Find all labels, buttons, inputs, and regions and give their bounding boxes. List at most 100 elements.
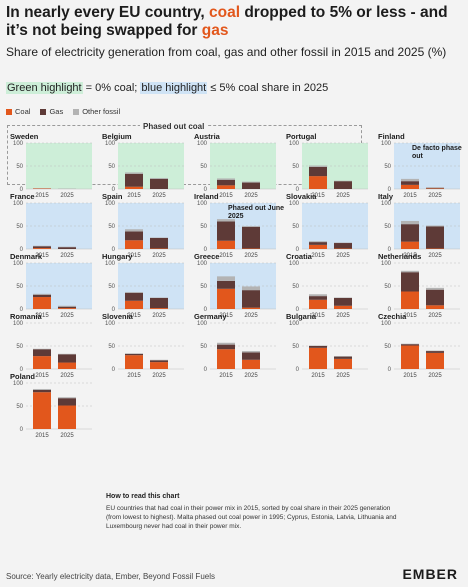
- bar-austria-2015-other: [217, 178, 235, 180]
- panel-title-slovenia: Slovenia: [102, 312, 134, 321]
- y-tick-denmark-0: 0: [20, 307, 24, 313]
- x-tick-bulgaria-2015: 2015: [311, 373, 325, 379]
- y-tick-poland-50: 50: [16, 404, 23, 410]
- x-tick-spain-2015: 2015: [127, 253, 141, 259]
- y-tick-germany-100: 100: [197, 321, 208, 327]
- x-tick-austria-2025: 2025: [244, 193, 258, 199]
- y-tick-greece-0: 0: [204, 307, 208, 313]
- bar-spain-2015-other: [125, 229, 143, 232]
- x-tick-romania-2015: 2015: [35, 373, 49, 379]
- y-tick-bulgaria-50: 50: [292, 344, 299, 350]
- bar-belgium-2015-gas: [125, 173, 143, 187]
- blue-highlight-label: blue highlight: [140, 82, 208, 94]
- bar-slovenia-2025-coal: [150, 362, 168, 369]
- chart-subtitle: Share of electricity generation from coa…: [6, 45, 447, 59]
- panel-title-finland: Finland: [378, 132, 405, 141]
- y-tick-slovakia-0: 0: [296, 247, 300, 253]
- bar-austria-2025-other: [242, 181, 260, 183]
- bar-poland-2015-coal: [33, 392, 51, 429]
- x-tick-netherlands-2015: 2015: [403, 313, 417, 319]
- y-tick-denmark-50: 50: [16, 284, 23, 290]
- y-tick-hungary-0: 0: [112, 307, 116, 313]
- y-tick-sweden-50: 50: [16, 164, 23, 170]
- bar-spain-2015-coal: [125, 240, 143, 249]
- x-tick-slovakia-2015: 2015: [311, 253, 325, 259]
- bar-poland-2025-gas: [58, 398, 76, 406]
- bar-slovakia-2025-gas: [334, 243, 352, 249]
- phased-out-label: Phased out coal: [140, 122, 208, 131]
- bar-croatia-2025-coal: [334, 305, 352, 309]
- y-tick-sweden-0: 0: [20, 187, 24, 193]
- bar-netherlands-2015-gas: [401, 272, 419, 292]
- bar-romania-2025-gas: [58, 354, 76, 363]
- y-tick-hungary-100: 100: [105, 261, 116, 267]
- bar-italy-2025-gas: [426, 226, 444, 249]
- x-tick-slovenia-2015: 2015: [127, 373, 141, 379]
- x-tick-austria-2015: 2015: [219, 193, 233, 199]
- x-tick-germany-2015: 2015: [219, 373, 233, 379]
- bar-portugal-2015-gas: [309, 166, 327, 177]
- bar-denmark-2015-gas: [33, 294, 51, 298]
- bar-bulgaria-2015-gas: [309, 346, 327, 348]
- bar-hungary-2025-gas: [150, 297, 168, 309]
- y-tick-finland-50: 50: [384, 164, 391, 170]
- x-tick-finland-2015: 2015: [403, 193, 417, 199]
- bar-netherlands-2025-gas: [426, 289, 444, 306]
- bar-germany-2025-other: [242, 351, 260, 353]
- legend-label-gas: Gas: [49, 107, 64, 116]
- legend-swatch-other-fossil: [73, 108, 80, 115]
- bar-ireland-2015-coal: [217, 240, 235, 249]
- y-tick-greece-100: 100: [197, 261, 208, 267]
- bar-ireland-2025-other: [242, 226, 260, 227]
- y-tick-france-50: 50: [16, 224, 23, 230]
- y-tick-croatia-50: 50: [292, 284, 299, 290]
- y-tick-finland-100: 100: [381, 141, 392, 147]
- bar-belgium-2025-other: [150, 177, 168, 179]
- bar-spain-2015-gas: [125, 231, 143, 241]
- panel-title-hungary: Hungary: [102, 252, 133, 261]
- bar-slovakia-2015-coal: [309, 244, 327, 249]
- y-tick-belgium-50: 50: [108, 164, 115, 170]
- source-note: Source: Yearly electricity data, Ember, …: [6, 572, 215, 581]
- bar-ireland-2015-gas: [217, 221, 235, 241]
- bar-finland-2015-other: [401, 178, 419, 182]
- x-tick-belgium-2025: 2025: [152, 193, 166, 199]
- bar-france-2015-coal: [33, 248, 51, 249]
- x-tick-portugal-2025: 2025: [336, 193, 350, 199]
- y-tick-france-0: 0: [20, 247, 24, 253]
- y-tick-slovenia-0: 0: [112, 367, 116, 373]
- annotation-ireland: Phased out June 2025: [228, 205, 284, 220]
- y-tick-sweden-100: 100: [13, 141, 24, 147]
- bar-denmark-2025-other: [58, 305, 76, 307]
- bar-ireland-2015-other: [217, 219, 235, 222]
- bar-austria-2015-gas: [217, 179, 235, 186]
- bar-denmark-2025-coal: [58, 308, 76, 309]
- y-tick-finland-0: 0: [388, 187, 392, 193]
- title-part-1: In nearly every EU country,: [6, 4, 210, 21]
- green-highlight-label: Green highlight: [6, 82, 83, 94]
- y-tick-netherlands-50: 50: [384, 284, 391, 290]
- annotation-line-ireland-1: 2025: [228, 213, 244, 220]
- bar-germany-2025-coal: [242, 359, 260, 369]
- y-tick-czechia-100: 100: [381, 321, 392, 327]
- legend-label-coal: Coal: [15, 107, 31, 116]
- x-tick-italy-2025: 2025: [428, 253, 442, 259]
- y-tick-spain-0: 0: [112, 247, 116, 253]
- y-tick-spain-100: 100: [105, 201, 116, 207]
- bar-romania-2015-coal: [33, 356, 51, 369]
- bar-germany-2025-gas: [242, 352, 260, 360]
- title-coal-word: coal: [209, 4, 241, 21]
- y-tick-poland-0: 0: [20, 427, 24, 433]
- x-tick-slovakia-2025: 2025: [336, 253, 350, 259]
- bar-greece-2015-other: [217, 276, 235, 281]
- bar-france-2015-gas: [33, 246, 51, 249]
- x-tick-croatia-2025: 2025: [336, 313, 350, 319]
- y-tick-greece-50: 50: [200, 284, 207, 290]
- y-tick-spain-50: 50: [108, 224, 115, 230]
- panel-title-sweden: Sweden: [10, 132, 39, 141]
- panel-title-bulgaria: Bulgaria: [286, 312, 317, 321]
- y-tick-croatia-0: 0: [296, 307, 300, 313]
- bar-croatia-2025-gas: [334, 297, 352, 306]
- panel-title-greece: Greece: [194, 252, 219, 261]
- bar-bulgaria-2025-gas: [334, 356, 352, 359]
